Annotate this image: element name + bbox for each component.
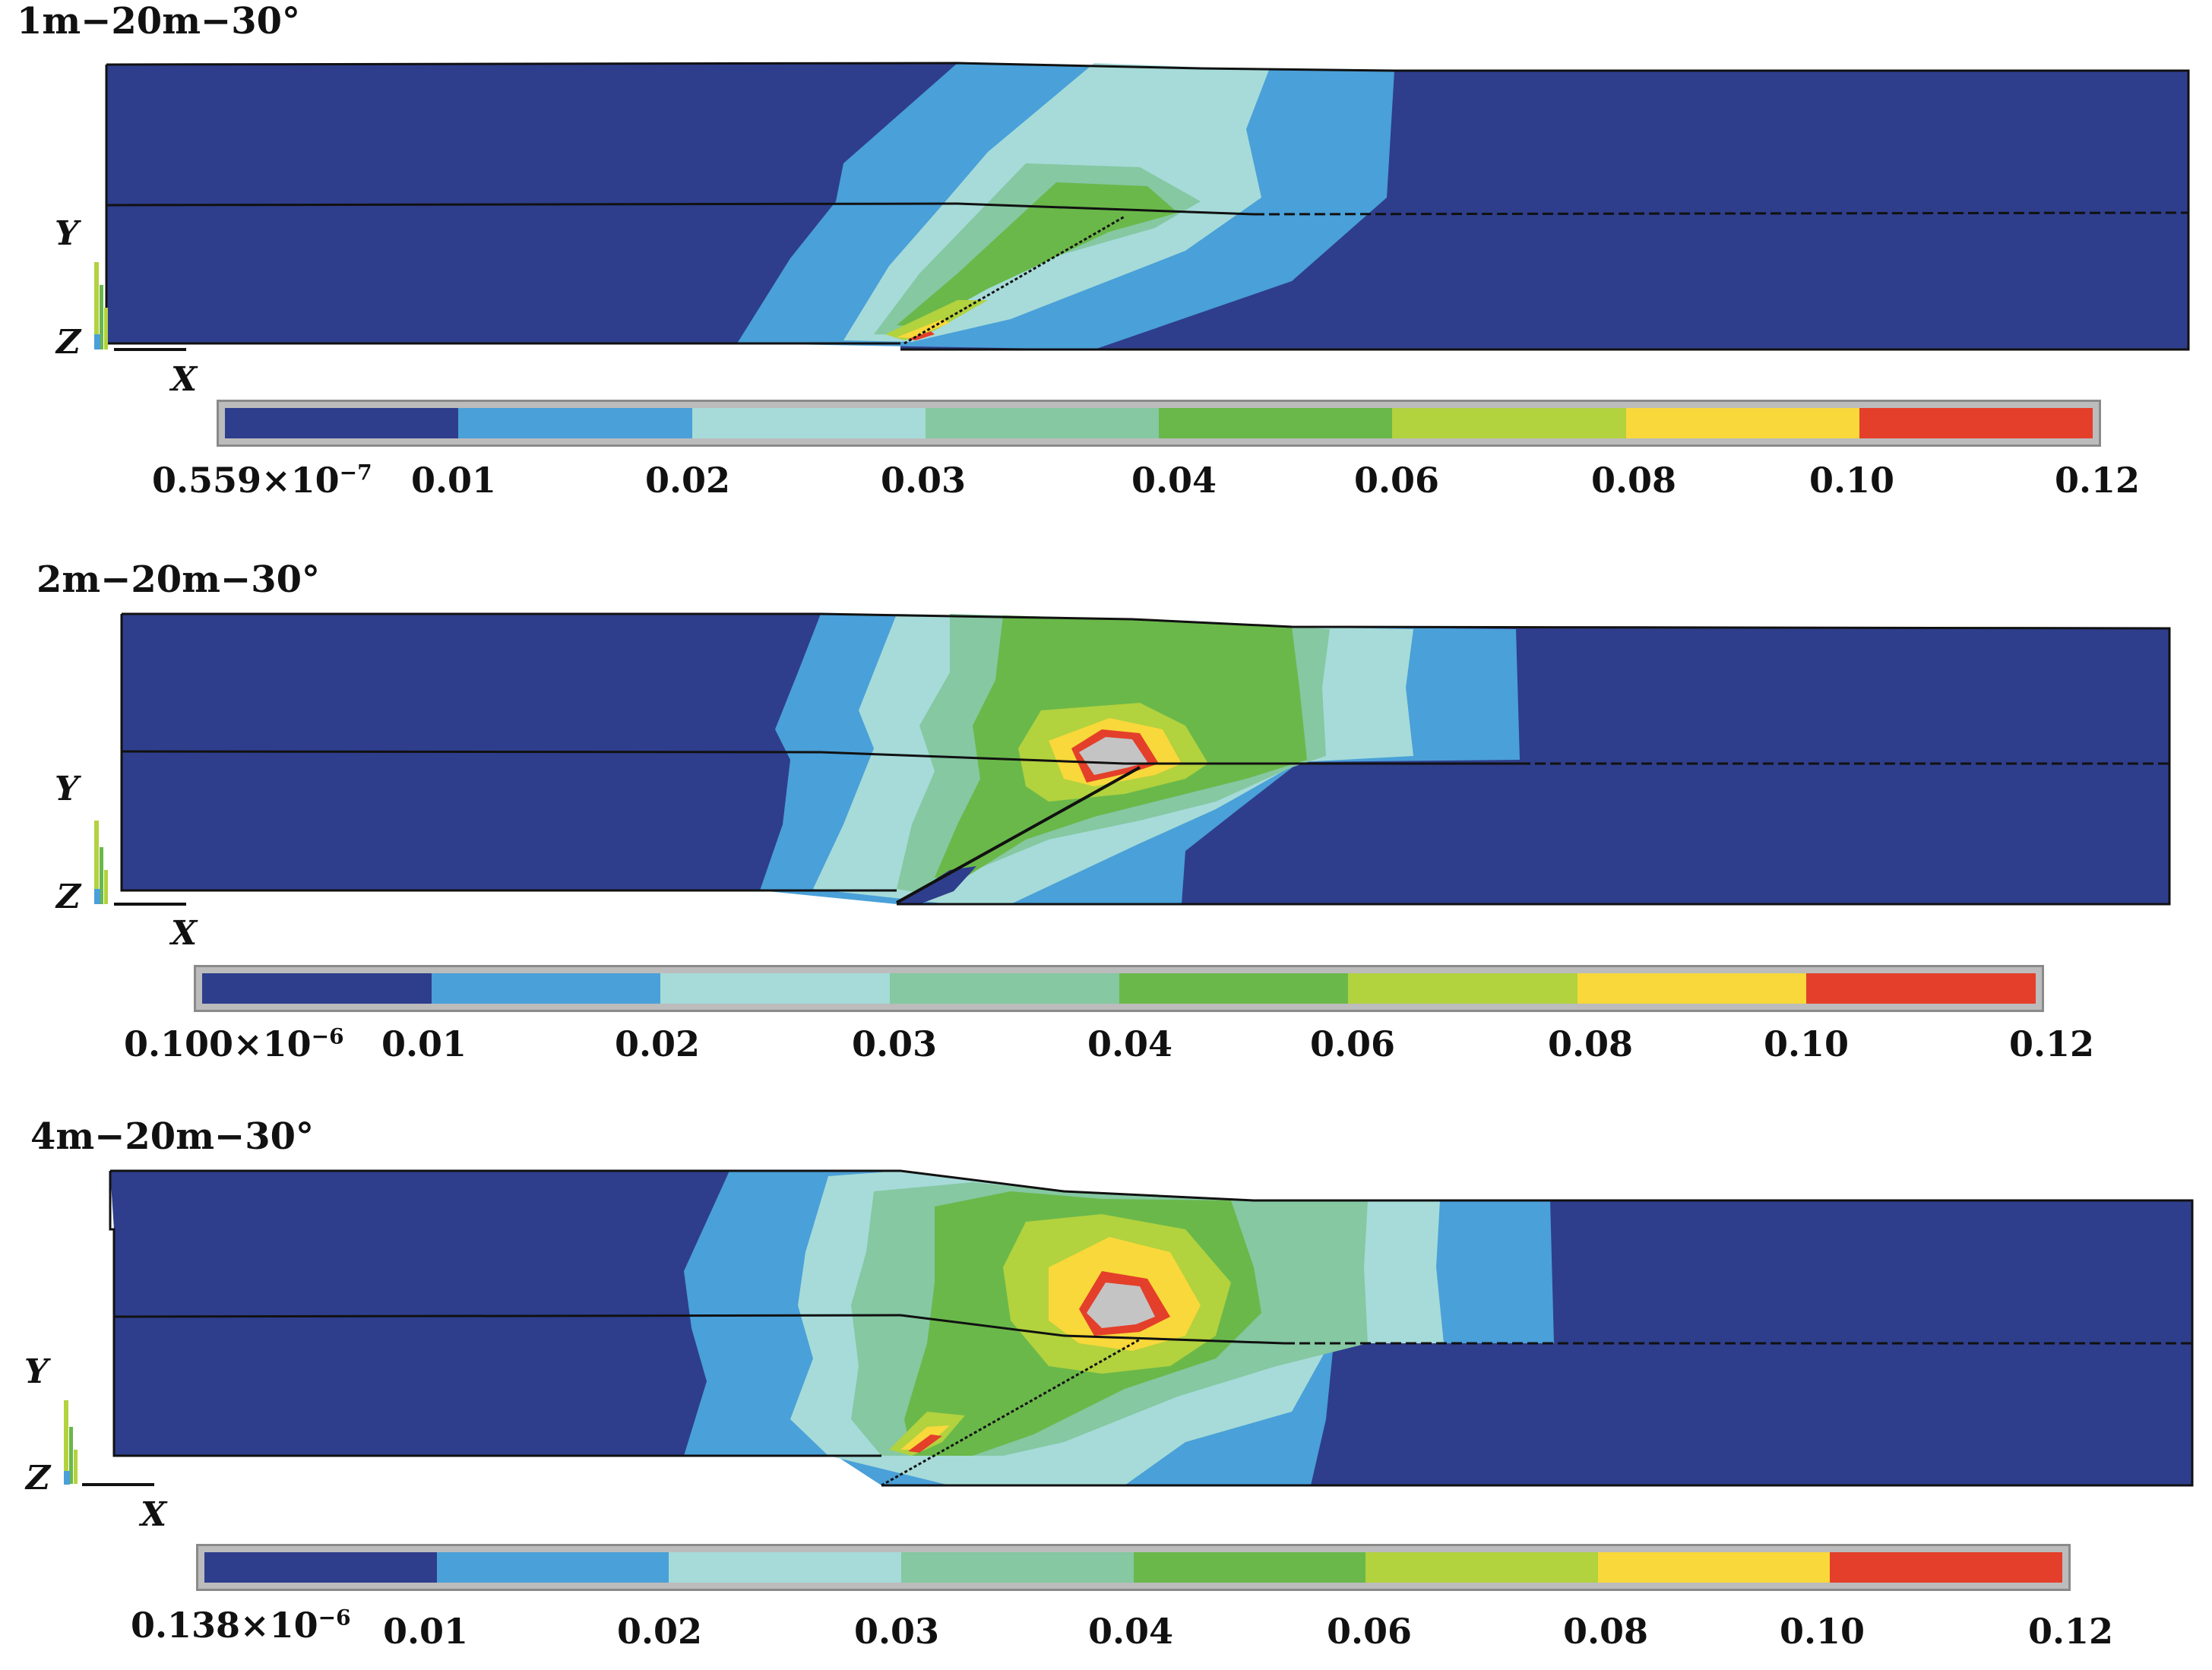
legend-swatch	[225, 408, 459, 438]
legend-swatch	[691, 408, 926, 438]
legend-swatch	[1392, 408, 1626, 438]
legend-tick: 0.04	[1087, 1023, 1173, 1064]
legend-tick: 0.12	[2008, 1023, 2095, 1064]
x-axis-label: X	[171, 914, 198, 953]
legend-swatch	[1119, 973, 1349, 1004]
legend-tick: 0.01	[382, 1611, 469, 1652]
legend-swatch	[202, 973, 432, 1004]
legend-tick: 0.03	[851, 1023, 938, 1064]
panel-1: 1m−20m−30° Y Z X 0.559×10−7 0.01 0.02 0	[0, 0, 2212, 555]
legend-tick: 0.04	[1087, 1611, 1174, 1652]
legend-swatch	[1830, 1552, 2062, 1583]
legend-swatch	[1159, 408, 1393, 438]
legend-tick: 0.01	[410, 460, 497, 501]
legend-swatch	[1133, 1552, 1366, 1583]
legend-tick: 0.01	[381, 1023, 467, 1064]
contour-plot	[94, 62, 2190, 351]
y-axis-label: Y	[55, 214, 79, 253]
panel-title: 2m−20m−30°	[36, 558, 321, 601]
legend-tick: 0.02	[616, 1611, 703, 1652]
legend-min-label: 0.100×10−6	[124, 1023, 344, 1064]
y-axis-label: Y	[24, 1352, 49, 1391]
panel-2: 2m−20m−30° Y Z X 0.100×10−6	[0, 558, 2212, 1113]
legend-tick: 0.06	[1353, 460, 1440, 501]
legend-swatch	[1365, 1552, 1598, 1583]
legend-swatch	[660, 973, 890, 1004]
legend-swatch	[669, 1552, 901, 1583]
legend-tick: 0.10	[1779, 1611, 1865, 1652]
x-axis-label: X	[171, 360, 198, 399]
legend-min-label: 0.559×10−7	[152, 460, 372, 501]
legend-min-label: 0.138×10−6	[131, 1605, 351, 1646]
legend-swatch	[1859, 408, 2093, 438]
x-axis-label: X	[141, 1495, 167, 1534]
legend-swatch	[204, 1552, 437, 1583]
legend-tick: 0.02	[614, 1023, 701, 1064]
legend-tick: 0.10	[1809, 460, 1895, 501]
panel-3: 4m−20m−30° Y Z X 0.1	[0, 1115, 2212, 1670]
legend-tick: 0.08	[1547, 1023, 1634, 1064]
legend-tick: 0.06	[1309, 1023, 1396, 1064]
legend-tick: 0.08	[1562, 1611, 1649, 1652]
legend-tick: 0.12	[2027, 1611, 2114, 1652]
legend-swatch	[458, 408, 692, 438]
z-axis-label: Z	[26, 1459, 51, 1498]
color-legend	[194, 965, 2044, 1012]
y-axis-label: Y	[55, 770, 79, 808]
legend-swatch	[925, 408, 1159, 438]
legend-tick: 0.03	[853, 1611, 940, 1652]
contour-plot	[64, 1169, 2194, 1487]
legend-swatch	[1806, 973, 2036, 1004]
panel-title: 1m−20m−30°	[17, 0, 301, 43]
legend-tick: 0.06	[1326, 1611, 1413, 1652]
legend-swatch	[1348, 973, 1578, 1004]
z-axis-label: Z	[56, 878, 81, 916]
legend-tick: 0.04	[1131, 460, 1217, 501]
color-legend	[217, 400, 2101, 447]
contour-plot	[94, 612, 2171, 906]
color-legend	[196, 1544, 2071, 1591]
legend-swatch	[900, 1552, 1134, 1583]
legend-swatch	[1577, 973, 1807, 1004]
legend-tick: 0.08	[1590, 460, 1677, 501]
z-axis-label: Z	[56, 323, 81, 362]
legend-tick: 0.03	[880, 460, 967, 501]
legend-tick: 0.10	[1763, 1023, 1850, 1064]
legend-tick: 0.02	[644, 460, 731, 501]
legend-swatch	[431, 973, 661, 1004]
panel-title: 4m−20m−30°	[30, 1115, 315, 1158]
legend-swatch	[436, 1552, 669, 1583]
legend-tick: 0.12	[2054, 460, 2141, 501]
legend-swatch	[1597, 1552, 1831, 1583]
legend-swatch	[1625, 408, 1859, 438]
legend-swatch	[889, 973, 1119, 1004]
